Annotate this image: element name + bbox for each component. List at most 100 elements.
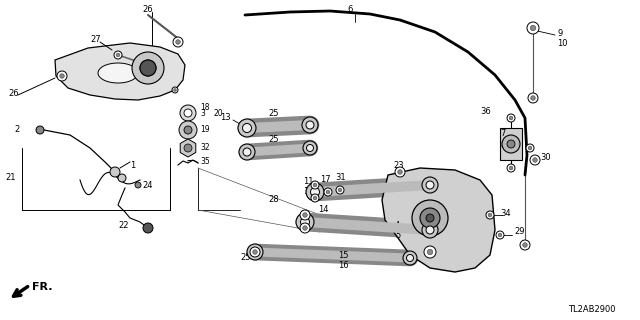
Circle shape (301, 218, 310, 227)
Circle shape (326, 190, 330, 194)
Text: 11: 11 (303, 178, 314, 187)
Circle shape (140, 60, 156, 76)
Circle shape (428, 249, 433, 255)
Text: 2: 2 (14, 125, 19, 134)
Circle shape (140, 60, 156, 76)
Circle shape (306, 121, 314, 129)
Text: 27: 27 (90, 36, 100, 44)
Polygon shape (382, 168, 495, 272)
Circle shape (36, 126, 44, 134)
Circle shape (502, 135, 520, 153)
Circle shape (498, 233, 502, 237)
Circle shape (303, 141, 317, 155)
Text: FR.: FR. (32, 282, 52, 292)
Circle shape (180, 105, 196, 121)
Text: 16: 16 (338, 261, 349, 270)
Circle shape (509, 116, 513, 120)
Circle shape (406, 254, 413, 261)
Text: 26: 26 (143, 5, 154, 14)
Text: 25: 25 (268, 108, 278, 117)
Text: 36: 36 (480, 108, 491, 116)
Text: 20: 20 (213, 108, 223, 117)
Circle shape (173, 89, 177, 91)
Text: 33: 33 (300, 215, 311, 225)
Circle shape (507, 140, 515, 148)
Text: 8: 8 (500, 141, 506, 150)
Circle shape (296, 213, 314, 231)
Circle shape (426, 226, 434, 234)
Circle shape (238, 119, 256, 137)
Circle shape (253, 250, 257, 254)
Text: 34: 34 (500, 209, 511, 218)
Circle shape (110, 167, 120, 177)
Circle shape (60, 74, 64, 78)
Circle shape (424, 246, 436, 258)
Circle shape (531, 25, 536, 31)
Circle shape (57, 71, 67, 81)
Circle shape (179, 121, 197, 139)
Circle shape (306, 183, 324, 201)
Circle shape (403, 251, 417, 265)
Circle shape (420, 208, 440, 228)
Circle shape (426, 214, 434, 222)
Circle shape (496, 231, 504, 239)
Circle shape (412, 200, 448, 236)
Text: 35: 35 (200, 157, 210, 166)
Text: 14: 14 (318, 205, 328, 214)
Text: 19: 19 (200, 125, 210, 134)
Circle shape (247, 244, 263, 260)
Circle shape (307, 145, 314, 151)
Circle shape (313, 183, 317, 187)
Text: 6: 6 (348, 5, 353, 14)
Text: 15: 15 (338, 252, 349, 260)
Circle shape (426, 181, 434, 189)
Circle shape (300, 210, 310, 220)
Text: 13: 13 (220, 114, 230, 123)
Circle shape (311, 194, 319, 202)
Text: 9: 9 (557, 28, 563, 37)
Polygon shape (500, 128, 522, 160)
Circle shape (528, 93, 538, 103)
Circle shape (395, 167, 405, 177)
Circle shape (311, 181, 319, 189)
Text: 5: 5 (395, 230, 400, 239)
Text: 25: 25 (240, 253, 250, 262)
Text: 17: 17 (320, 175, 331, 185)
Circle shape (135, 182, 141, 188)
Text: 3: 3 (200, 108, 205, 117)
Circle shape (531, 96, 535, 100)
Circle shape (313, 196, 317, 200)
Circle shape (422, 177, 438, 193)
Text: 10: 10 (557, 38, 568, 47)
Circle shape (397, 170, 403, 174)
Text: 25: 25 (268, 135, 278, 145)
Circle shape (509, 166, 513, 170)
Ellipse shape (98, 63, 138, 83)
Circle shape (324, 188, 332, 196)
Text: 22: 22 (118, 220, 129, 229)
Circle shape (527, 22, 539, 34)
Text: 26: 26 (8, 89, 19, 98)
Circle shape (520, 240, 530, 250)
Circle shape (303, 213, 307, 217)
Text: TL2AB2900: TL2AB2900 (568, 306, 616, 315)
Circle shape (143, 223, 153, 233)
Circle shape (422, 222, 438, 238)
Text: 21: 21 (5, 173, 15, 182)
Circle shape (310, 188, 319, 196)
Circle shape (250, 247, 260, 257)
Circle shape (486, 211, 494, 219)
Text: 7: 7 (500, 129, 506, 138)
Polygon shape (55, 43, 185, 100)
Polygon shape (180, 139, 196, 157)
Circle shape (530, 155, 540, 165)
Text: 24: 24 (142, 180, 152, 189)
Circle shape (338, 188, 342, 192)
Circle shape (302, 117, 318, 133)
Circle shape (173, 37, 183, 47)
Circle shape (507, 164, 515, 172)
Circle shape (507, 114, 515, 122)
Circle shape (172, 87, 178, 93)
Circle shape (184, 126, 192, 134)
Text: 28: 28 (268, 196, 278, 204)
